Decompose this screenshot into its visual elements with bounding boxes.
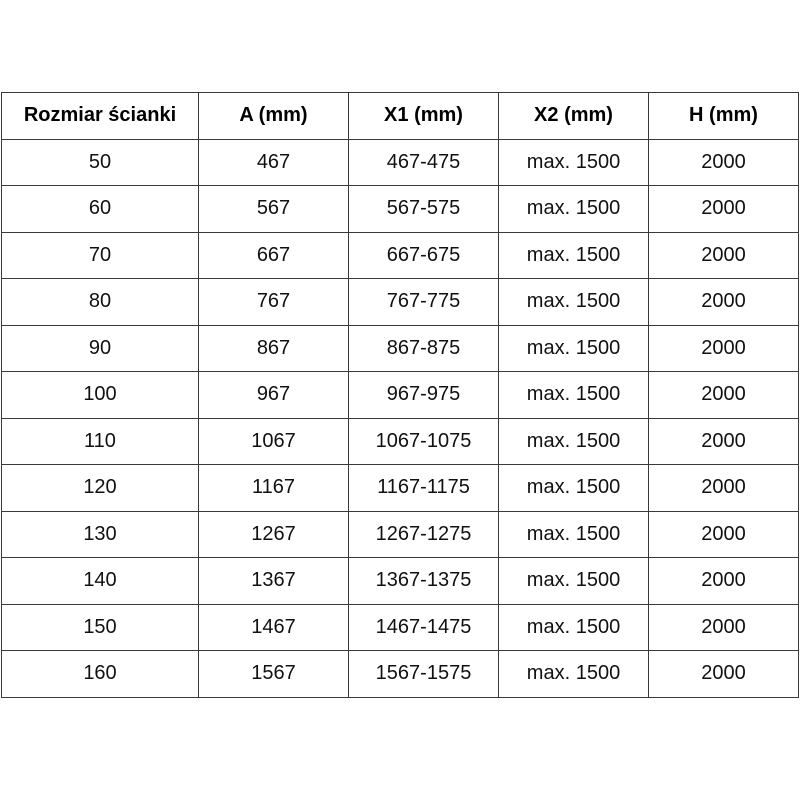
table-cell: 467-475 — [348, 138, 499, 186]
table-row: 160 1567 1567-1575 max. 1500 2000 — [1, 650, 799, 698]
table-cell: 767 — [198, 278, 349, 326]
table-cell: 1567 — [198, 650, 349, 698]
table-cell: max. 1500 — [498, 464, 649, 512]
header-cell: X1 (mm) — [348, 92, 499, 140]
table-cell: 2000 — [648, 371, 799, 419]
table-cell: max. 1500 — [498, 324, 649, 372]
table-cell: max. 1500 — [498, 417, 649, 465]
table-cell: 2000 — [648, 324, 799, 372]
table-cell: 1267 — [198, 510, 349, 558]
table-cell: 1067 — [198, 417, 349, 465]
table-cell: 2000 — [648, 185, 799, 233]
table-cell: max. 1500 — [498, 557, 649, 605]
table-cell: 867 — [198, 324, 349, 372]
table-cell: 2000 — [648, 603, 799, 651]
table-cell: 90 — [1, 324, 199, 372]
table-cell: 1167-1175 — [348, 464, 499, 512]
table-row: 150 1467 1467-1475 max. 1500 2000 — [1, 603, 799, 651]
table-cell: 2000 — [648, 650, 799, 698]
header-row: Rozmiar ścianki A (mm) X1 (mm) X2 (mm) H… — [1, 92, 799, 140]
table-row: 120 1167 1167-1175 max. 1500 2000 — [1, 464, 799, 512]
table-cell: 150 — [1, 603, 199, 651]
table-cell: max. 1500 — [498, 138, 649, 186]
table-cell: 1467 — [198, 603, 349, 651]
table-cell: 967 — [198, 371, 349, 419]
table-cell: max. 1500 — [498, 603, 649, 651]
table-cell: max. 1500 — [498, 510, 649, 558]
table-row: 110 1067 1067-1075 max. 1500 2000 — [1, 417, 799, 465]
table-cell: 2000 — [648, 138, 799, 186]
table-cell: 160 — [1, 650, 199, 698]
table-cell: 110 — [1, 417, 199, 465]
table-cell: 50 — [1, 138, 199, 186]
table-cell: 100 — [1, 371, 199, 419]
table-cell: 70 — [1, 231, 199, 279]
table-cell: 1367-1375 — [348, 557, 499, 605]
table-row: 100 967 967-975 max. 1500 2000 — [1, 371, 799, 419]
table-cell: 1067-1075 — [348, 417, 499, 465]
table-cell: 1567-1575 — [348, 650, 499, 698]
table-row: 90 867 867-875 max. 1500 2000 — [1, 324, 799, 372]
table-cell: max. 1500 — [498, 650, 649, 698]
table-cell: 2000 — [648, 417, 799, 465]
table-cell: 1367 — [198, 557, 349, 605]
table-cell: 567-575 — [348, 185, 499, 233]
table-cell: 60 — [1, 185, 199, 233]
table-row: 70 667 667-675 max. 1500 2000 — [1, 231, 799, 279]
table-cell: 2000 — [648, 464, 799, 512]
table-row: 140 1367 1367-1375 max. 1500 2000 — [1, 557, 799, 605]
table-cell: 667-675 — [348, 231, 499, 279]
header-cell: Rozmiar ścianki — [1, 92, 199, 140]
table-cell: 967-975 — [348, 371, 499, 419]
table-row: 60 567 567-575 max. 1500 2000 — [1, 185, 799, 233]
table-cell: 1467-1475 — [348, 603, 499, 651]
header-cell: H (mm) — [648, 92, 799, 140]
table-cell: 80 — [1, 278, 199, 326]
table-cell: 2000 — [648, 510, 799, 558]
table-cell: max. 1500 — [498, 231, 649, 279]
table-cell: 1267-1275 — [348, 510, 499, 558]
table-cell: max. 1500 — [498, 371, 649, 419]
table-cell: 130 — [1, 510, 199, 558]
table-cell: 867-875 — [348, 324, 499, 372]
table-cell: 140 — [1, 557, 199, 605]
table-cell: max. 1500 — [498, 185, 649, 233]
header-cell: X2 (mm) — [498, 92, 649, 140]
table-cell: 2000 — [648, 231, 799, 279]
table-cell: max. 1500 — [498, 278, 649, 326]
table-cell: 120 — [1, 464, 199, 512]
table-cell: 667 — [198, 231, 349, 279]
table-row: 50 467 467-475 max. 1500 2000 — [1, 138, 799, 186]
header-cell: A (mm) — [198, 92, 349, 140]
table-cell: 767-775 — [348, 278, 499, 326]
table-cell: 1167 — [198, 464, 349, 512]
table-cell: 467 — [198, 138, 349, 186]
table-cell: 2000 — [648, 557, 799, 605]
table-row: 130 1267 1267-1275 max. 1500 2000 — [1, 510, 799, 558]
table-row: 80 767 767-775 max. 1500 2000 — [1, 278, 799, 326]
table-cell: 567 — [198, 185, 349, 233]
table-cell: 2000 — [648, 278, 799, 326]
dimensions-table: Rozmiar ścianki A (mm) X1 (mm) X2 (mm) H… — [1, 92, 799, 698]
